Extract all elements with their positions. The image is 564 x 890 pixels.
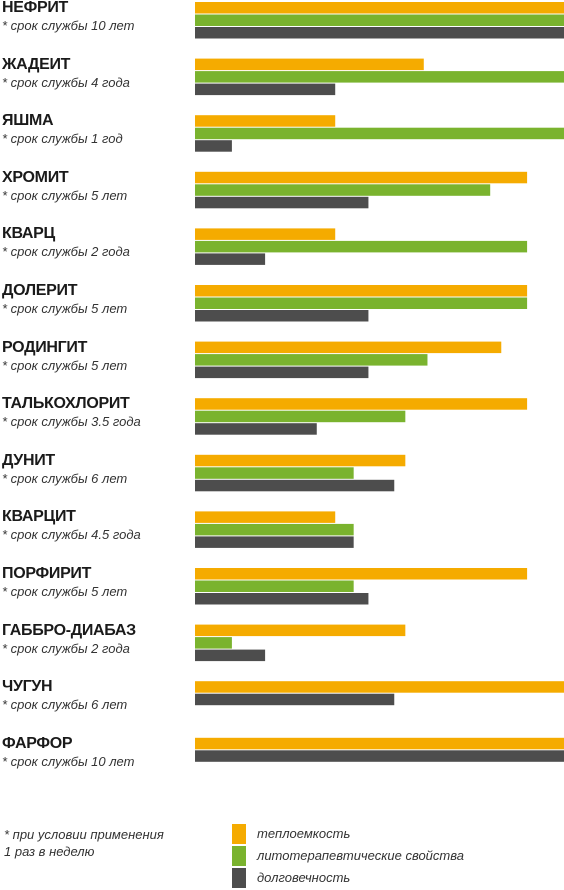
footnote-line-1: * при условии применения xyxy=(4,827,164,842)
legend-swatch xyxy=(232,824,246,844)
bar-litho-properties xyxy=(195,580,354,592)
bar-heat-capacity xyxy=(195,624,406,637)
category-note: * срок службы 1 год xyxy=(2,131,123,147)
bar-heat-capacity xyxy=(195,341,502,354)
category-note: * срок службы 4 года xyxy=(2,74,130,90)
bar-heat-capacity xyxy=(195,681,564,693)
bar-litho-properties xyxy=(195,637,232,649)
bar-litho-properties xyxy=(195,127,564,140)
category-title: КВАРЦ xyxy=(2,225,55,243)
bar-heat-capacity xyxy=(195,115,336,127)
category-note: * срок службы 5 лет xyxy=(2,187,128,203)
legend-swatch xyxy=(232,868,246,888)
bar-litho-properties xyxy=(195,14,564,26)
bar-heat-capacity xyxy=(195,2,564,14)
bar-durability xyxy=(195,140,232,152)
bar-durability xyxy=(195,479,395,492)
category-title: ПОРФИРИТ xyxy=(2,565,92,582)
category-note: * срок службы 10 лет xyxy=(2,753,135,769)
category-title: ТАЛЬКОХЛОРИТ xyxy=(2,395,130,413)
category-note: * срок службы 4.5 года xyxy=(2,527,141,543)
bar-litho-properties xyxy=(195,297,528,309)
category-title: ХРОМИТ xyxy=(2,168,69,186)
category-note: * срок службы 10 лет xyxy=(2,18,135,33)
bar-chart xyxy=(195,2,564,762)
legend-label: теплоемкость xyxy=(257,826,351,841)
category-title: КВАРЦИТ xyxy=(2,508,76,526)
bar-durability xyxy=(195,649,266,662)
bar-durability xyxy=(195,196,369,209)
bar-litho-properties xyxy=(195,523,354,536)
bar-heat-capacity xyxy=(195,228,336,240)
category-note: * срок службы 5 лет xyxy=(2,301,128,316)
category-title: ДОЛЕРИТ xyxy=(2,282,78,299)
bar-durability xyxy=(195,536,354,548)
footnote-line-2: 1 раз в неделю xyxy=(4,844,95,859)
category-title: РОДИНГИТ xyxy=(2,338,88,356)
category-note: * срок службы 2 года xyxy=(2,244,130,260)
category-title: ДУНИТ xyxy=(2,451,55,469)
bar-durability xyxy=(195,253,266,265)
category-title: ЧУГУН xyxy=(2,678,53,696)
category-title: ЖАДЕИТ xyxy=(2,55,71,73)
bar-heat-capacity xyxy=(195,58,424,71)
bar-heat-capacity xyxy=(195,398,528,410)
bar-durability xyxy=(195,693,395,706)
bar-litho-properties xyxy=(195,467,354,479)
bar-litho-properties xyxy=(195,71,564,83)
legend-label: литотерапевтические свойства xyxy=(257,848,464,863)
category-title: ЯШМА xyxy=(2,112,54,130)
bar-litho-properties xyxy=(195,184,491,196)
bar-heat-capacity xyxy=(195,511,336,523)
legend-swatch xyxy=(232,846,246,866)
bar-heat-capacity xyxy=(195,737,564,750)
bar-heat-capacity xyxy=(195,285,528,297)
bar-durability xyxy=(195,423,317,435)
bar-durability xyxy=(195,366,369,379)
bar-durability xyxy=(195,83,336,96)
category-note: * срок службы 5 лет xyxy=(2,357,128,373)
category-note: * срок службы 6 лет xyxy=(2,697,128,713)
category-note: * срок службы 3.5 года xyxy=(2,414,141,430)
bar-durability xyxy=(195,310,369,322)
bar-litho-properties xyxy=(195,354,428,366)
bar-heat-capacity xyxy=(195,171,528,184)
bar-heat-capacity xyxy=(195,568,528,580)
category-note: * срок службы 5 лет xyxy=(2,584,128,599)
bar-litho-properties xyxy=(195,240,528,253)
footnote: * при условии применения 1 раз в неделю xyxy=(4,826,214,860)
category-title: ФАРФОР xyxy=(2,734,73,752)
category-note: * срок службы 2 года xyxy=(2,640,130,656)
bar-durability xyxy=(195,593,369,605)
category-title: ГАББРО-ДИАБАЗ xyxy=(2,621,136,639)
bar-durability xyxy=(195,27,564,39)
legend-label: долговечность xyxy=(257,870,351,885)
category-note: * срок службы 6 лет xyxy=(2,470,128,486)
bar-durability xyxy=(195,750,564,762)
category-title: НЕФРИТ xyxy=(2,0,69,16)
bar-heat-capacity xyxy=(195,454,406,467)
bar-litho-properties xyxy=(195,410,406,423)
